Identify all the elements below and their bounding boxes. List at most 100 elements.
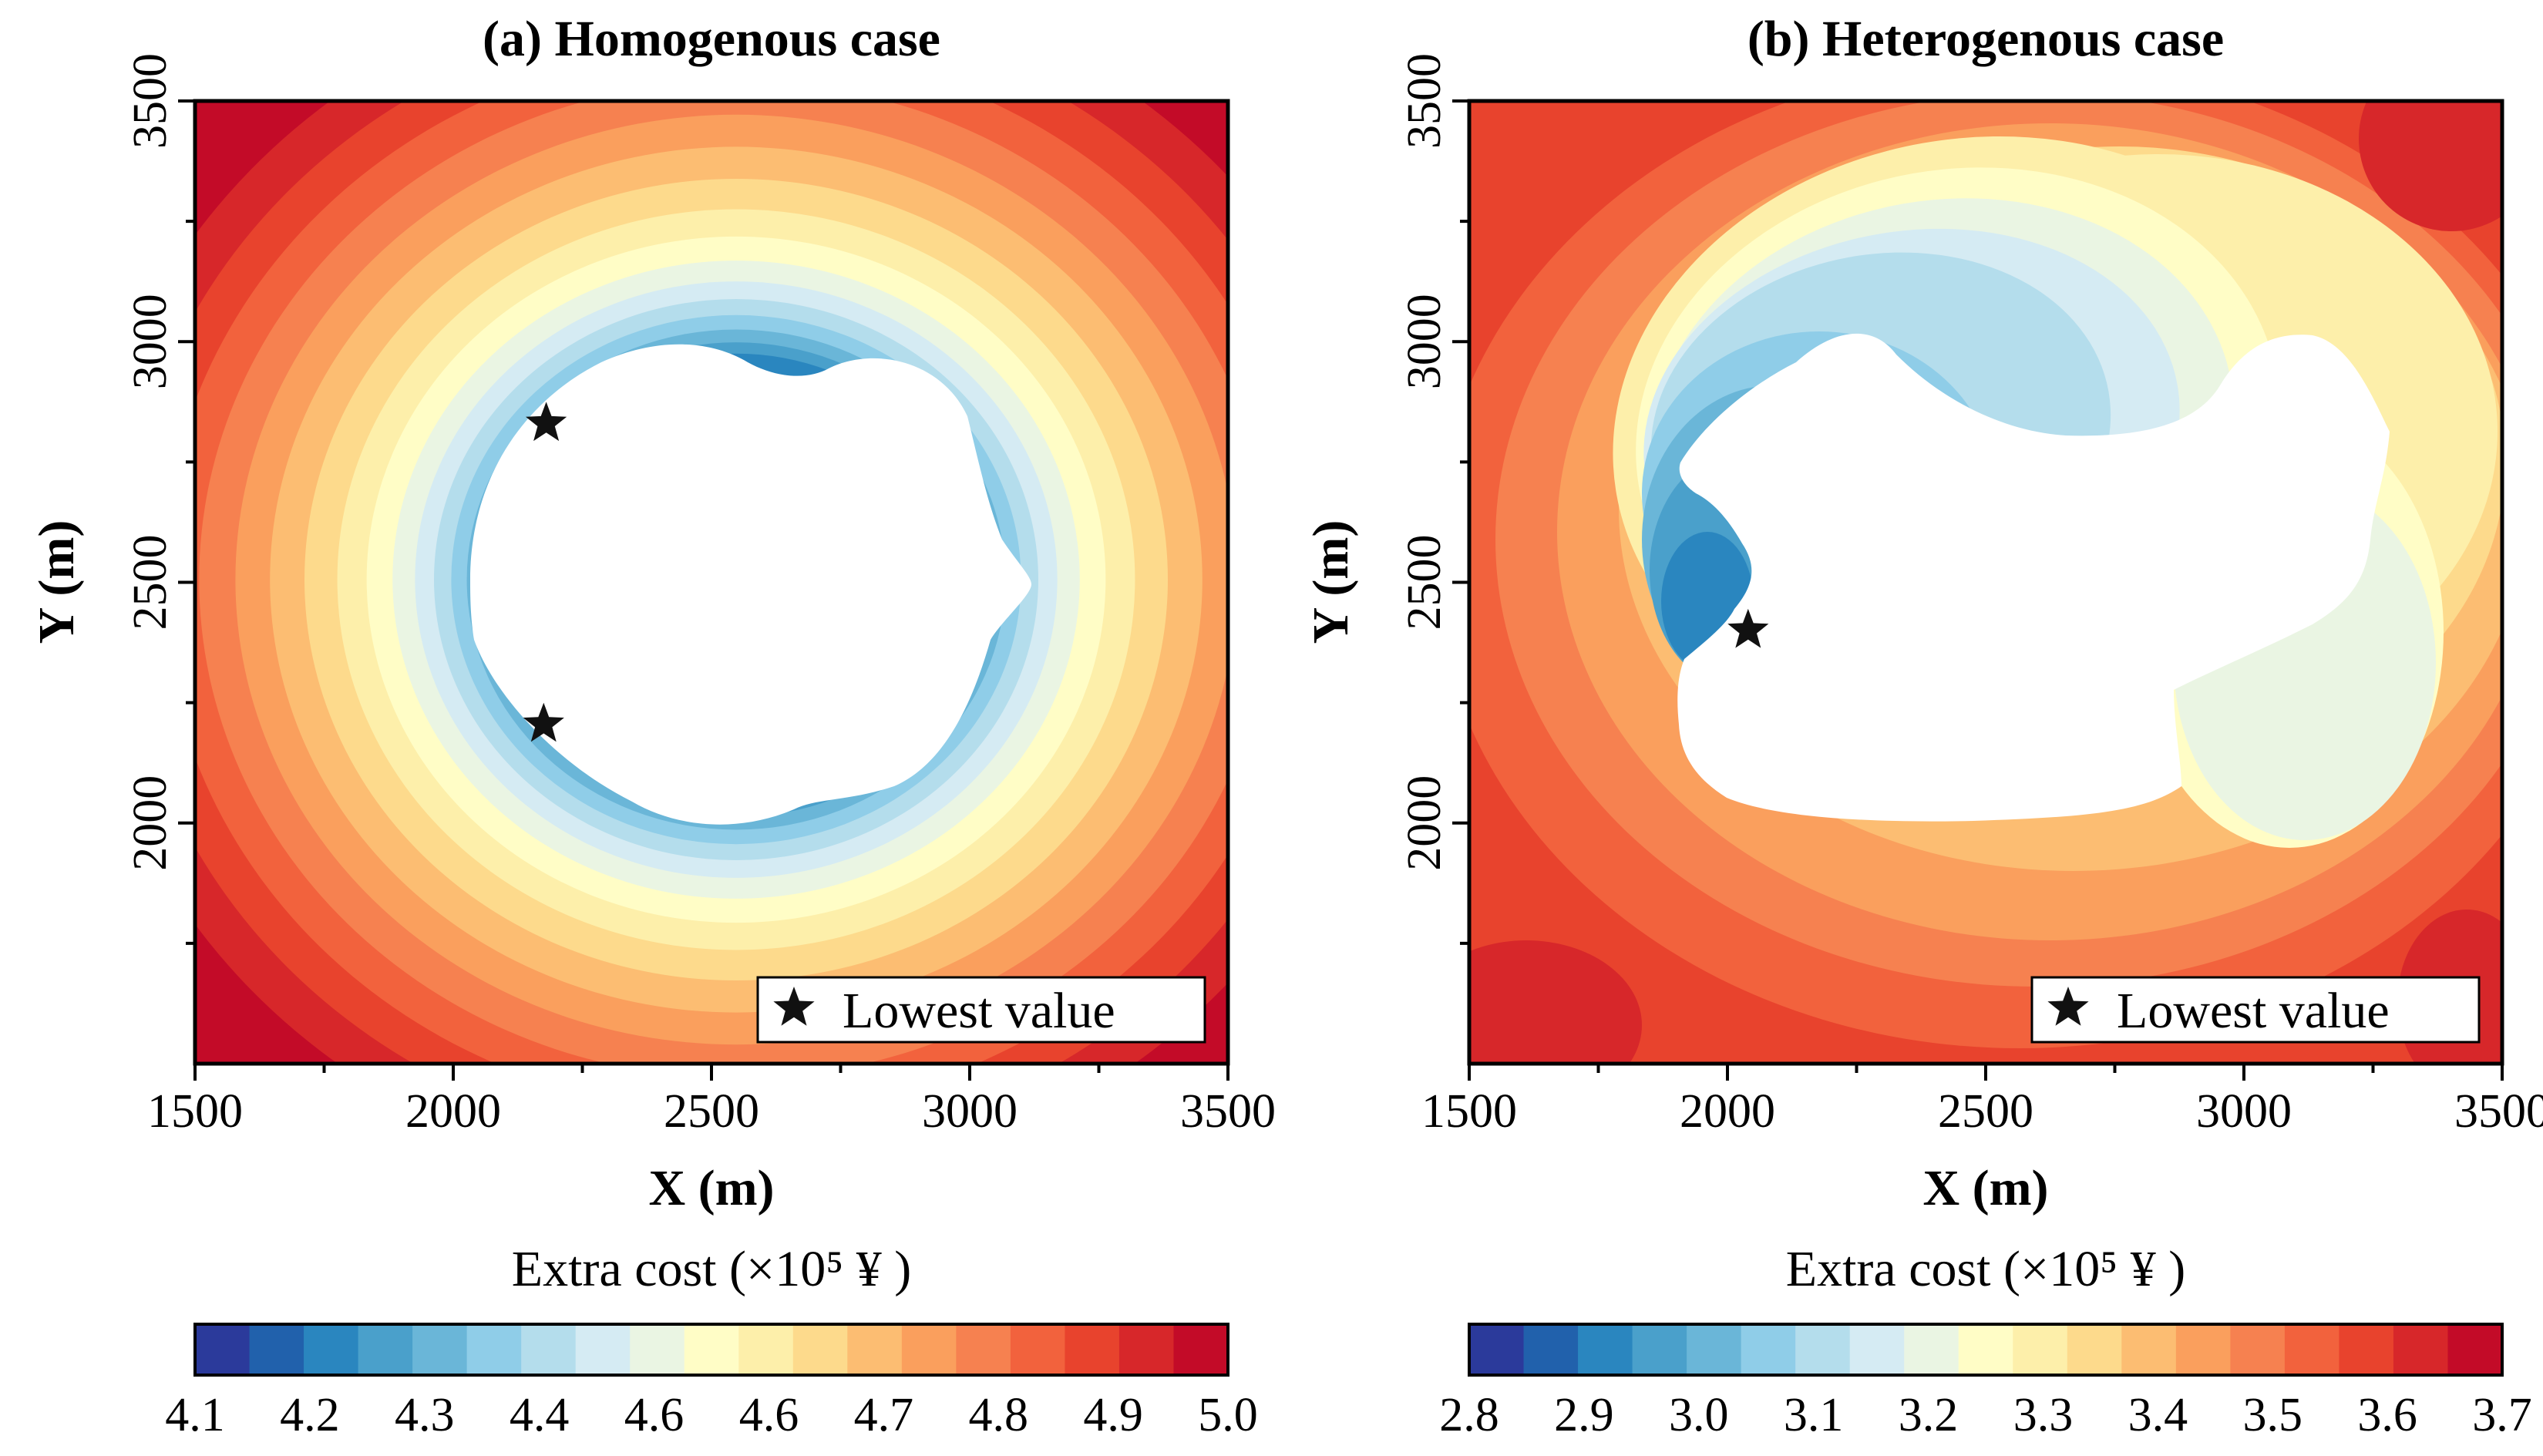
colorbar-tick-label: 3.3 xyxy=(2013,1389,2074,1441)
colorbar-tick-label: 4.3 xyxy=(395,1389,455,1441)
colorbar-swatch xyxy=(956,1324,1011,1375)
y-tick-label: 2000 xyxy=(124,775,177,871)
colorbar-swatch xyxy=(630,1324,685,1375)
panel-b-colorbar-title: Extra cost (×10⁵ ¥ ) xyxy=(1786,1241,2185,1297)
panel-b-excluded-region xyxy=(1677,333,2390,822)
colorbar-swatch xyxy=(2013,1324,2068,1375)
colorbar-swatch xyxy=(1741,1324,1796,1375)
x-tick-label: 2000 xyxy=(405,1085,501,1138)
panel-a-title: (a) Homogenous case xyxy=(483,11,940,67)
colorbar-swatch xyxy=(575,1324,631,1375)
colorbar-tick-label: 3.4 xyxy=(2128,1389,2188,1441)
contour-band xyxy=(1469,940,1642,1064)
colorbar-swatch xyxy=(1687,1324,1742,1375)
colorbar-tick-label: 5.0 xyxy=(1198,1389,1258,1441)
panel-a-colorbar-tick-labels: 4.1 4.2 4.3 4.4 4.6 4.6 4.7 4.8 4.9 5.0 xyxy=(165,1389,1258,1441)
lowest-value-star-icon xyxy=(526,402,567,442)
colorbar-swatch xyxy=(2067,1324,2122,1375)
colorbar-swatch xyxy=(792,1324,848,1375)
colorbar-swatch xyxy=(684,1324,739,1375)
colorbar-swatch xyxy=(738,1324,794,1375)
colorbar-tick-label: 3.6 xyxy=(2357,1389,2417,1441)
panel-b-axis-ticks: 1500 2000 2500 3000 3500 2000 2500 3000 3500 xyxy=(1398,53,2543,1138)
colorbar-swatch xyxy=(304,1324,359,1375)
colorbar-swatch xyxy=(847,1324,903,1375)
panel-b-lowest-value-markers xyxy=(1727,608,1769,648)
x-tick-label: 1500 xyxy=(147,1085,243,1138)
panel-a-lowest-value-markers xyxy=(523,402,567,742)
colorbar-swatch xyxy=(1523,1324,1579,1375)
colorbar-tick-label: 4.7 xyxy=(854,1389,914,1441)
colorbar-swatch xyxy=(2230,1324,2286,1375)
colorbar-tick-label: 4.2 xyxy=(280,1389,340,1441)
colorbar-tick-label: 4.9 xyxy=(1083,1389,1143,1441)
panel-b-x-axis-label: X (m) xyxy=(1922,1160,2048,1216)
legend-star-icon xyxy=(773,987,815,1026)
colorbar-swatch xyxy=(1632,1324,1687,1375)
panel-b-legend: Lowest value xyxy=(2030,976,2481,1044)
y-tick-label: 3500 xyxy=(124,53,177,149)
legend-star-icon xyxy=(2047,987,2089,1026)
panel-a-y-axis-label: Y (m) xyxy=(29,520,85,644)
colorbar-tick-label: 2.9 xyxy=(1554,1389,1614,1441)
x-tick-label: 3500 xyxy=(1180,1085,1276,1138)
colorbar-swatch xyxy=(2339,1324,2394,1375)
panel-a: (a) Homogenous case 1500 2000 2500 3000 3500… xyxy=(29,11,1276,1441)
x-tick-label: 3000 xyxy=(922,1085,1018,1138)
x-tick-label: 1500 xyxy=(1421,1085,1517,1138)
panel-b-colorbar-tick-labels: 2.8 2.9 3.0 3.1 3.2 3.3 3.4 3.5 3.6 3.7 xyxy=(1439,1389,2532,1441)
colorbar-swatch xyxy=(1065,1324,1120,1375)
colorbar-swatch xyxy=(1578,1324,1633,1375)
x-tick-label: 2000 xyxy=(1680,1085,1775,1138)
panel-b: (b) Heterogenous case 1500 2000 2500 3000 35… xyxy=(1303,11,2543,1441)
colorbar-swatch xyxy=(1010,1324,1066,1375)
colorbar-tick-label: 2.8 xyxy=(1439,1389,1499,1441)
panel-a-x-axis-label: X (m) xyxy=(648,1160,774,1216)
panel-b-title: (b) Heterogenous case xyxy=(1747,11,2224,67)
colorbar-tick-label: 4.6 xyxy=(739,1389,799,1441)
colorbar-swatch xyxy=(2284,1324,2340,1375)
colorbar-swatch xyxy=(2175,1324,2231,1375)
colorbar-swatch xyxy=(1118,1324,1175,1375)
colorbar-swatch xyxy=(2121,1324,2177,1375)
colorbar-swatch xyxy=(1958,1324,2013,1375)
y-tick-label: 3000 xyxy=(124,294,177,389)
panel-a-legend-label: Lowest value xyxy=(843,983,1115,1039)
x-tick-label: 3500 xyxy=(2454,1085,2543,1138)
colorbar-tick-label: 4.6 xyxy=(624,1389,685,1441)
y-tick-label: 2000 xyxy=(1398,775,1451,871)
colorbar-swatch xyxy=(249,1324,304,1375)
colorbar-swatch xyxy=(466,1324,522,1375)
colorbar-swatch xyxy=(412,1324,468,1375)
colorbar-swatch xyxy=(1795,1324,1851,1375)
panel-b-legend-label: Lowest value xyxy=(2117,983,2390,1039)
colorbar-swatch xyxy=(901,1324,957,1375)
panel-b-colorbar xyxy=(1468,1323,2504,1377)
colorbar-swatch xyxy=(521,1324,577,1375)
colorbar-swatch xyxy=(2393,1324,2449,1375)
lowest-value-star-icon xyxy=(523,702,564,742)
colorbar-tick-label: 3.1 xyxy=(1784,1389,1844,1441)
colorbar-swatch xyxy=(195,1324,251,1375)
colorbar-swatch xyxy=(358,1324,413,1375)
colorbar-swatch xyxy=(1469,1324,1525,1375)
colorbar-swatch xyxy=(1904,1324,1959,1375)
panel-a-legend: Lowest value xyxy=(756,976,1206,1044)
colorbar-swatch xyxy=(1173,1324,1229,1375)
y-tick-label: 2500 xyxy=(124,535,177,630)
panel-b-y-axis-label: Y (m) xyxy=(1303,520,1359,644)
x-tick-label: 3000 xyxy=(2196,1085,2292,1138)
colorbar-tick-label: 3.5 xyxy=(2242,1389,2302,1441)
y-tick-label: 3000 xyxy=(1398,294,1451,389)
colorbar-tick-label: 4.1 xyxy=(165,1389,225,1441)
panel-a-excluded-region xyxy=(470,344,1031,825)
colorbar-tick-label: 3.0 xyxy=(1669,1389,1729,1441)
colorbar-tick-label: 4.8 xyxy=(968,1389,1028,1441)
panel-a-colorbar-title: Extra cost (×10⁵ ¥ ) xyxy=(512,1241,911,1297)
panel-a-colorbar xyxy=(193,1323,1229,1377)
lowest-value-star-icon xyxy=(1727,608,1769,648)
colorbar-tick-label: 4.4 xyxy=(510,1389,570,1441)
y-tick-label: 3500 xyxy=(1398,53,1451,149)
contour-band xyxy=(2359,101,2502,231)
panel-a-axis-ticks: 1500 2000 2500 3000 3500 2000 2500 3000 3500 xyxy=(124,53,1276,1138)
